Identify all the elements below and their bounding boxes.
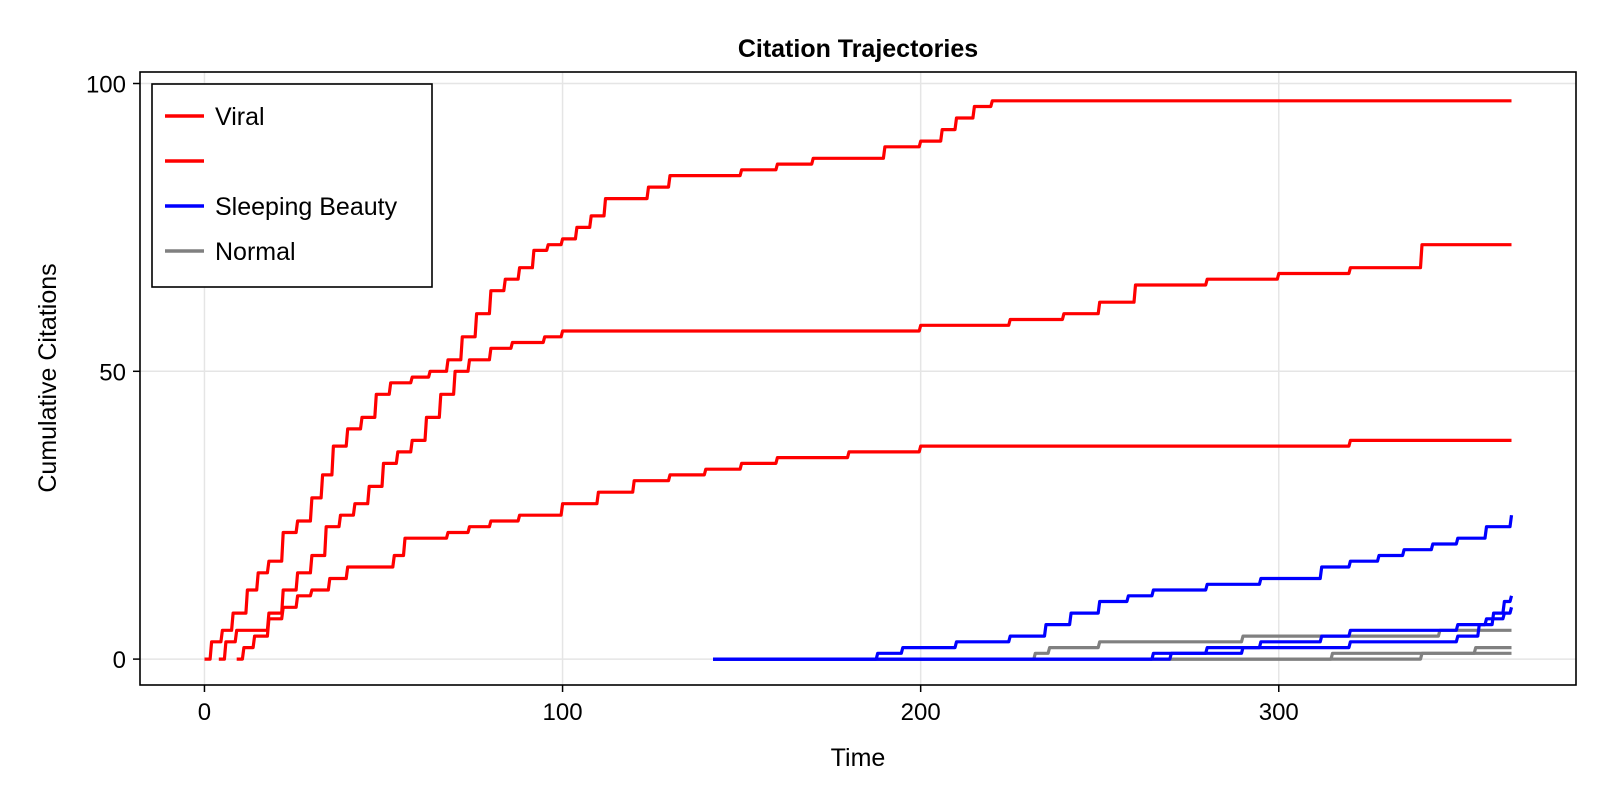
series-line-normal-8: [713, 651, 1512, 661]
y-tick-label-1: 50: [99, 359, 126, 386]
chart-title: Citation Trajectories: [738, 35, 978, 63]
x-axis-label: Time: [831, 744, 886, 772]
y-axis-label: Cumulative Citations: [34, 263, 62, 492]
series-line-viral-0: [204, 99, 1512, 661]
series-line-sleeping-beauty-5: [713, 595, 1514, 661]
y-tick-label-0: 0: [113, 647, 126, 674]
x-axis: 0 100 200 300: [198, 685, 1299, 726]
legend-label-2: Sleeping Beauty: [215, 193, 398, 221]
series-line-viral-1: [218, 243, 1512, 661]
legend: Viral Sleeping Beauty Normal: [151, 83, 433, 288]
legend-label-3: Normal: [215, 238, 296, 266]
plot-frame: [139, 71, 1577, 686]
y-tick-label-2: 100: [86, 72, 126, 99]
x-tick-label-2: 200: [901, 699, 941, 726]
series-line-viral-2: [236, 438, 1512, 661]
x-tick-label-0: 0: [198, 699, 211, 726]
x-tick-label-3: 300: [1259, 699, 1299, 726]
legend-label-0: Viral: [215, 103, 265, 131]
y-axis: 0 50 100: [86, 72, 140, 674]
series-line-normal-6: [713, 628, 1512, 661]
legend-box: [151, 83, 433, 288]
series-layer: [204, 99, 1514, 661]
series-line-sleeping-beauty-3: [713, 514, 1514, 661]
x-tick-label-1: 100: [543, 699, 583, 726]
